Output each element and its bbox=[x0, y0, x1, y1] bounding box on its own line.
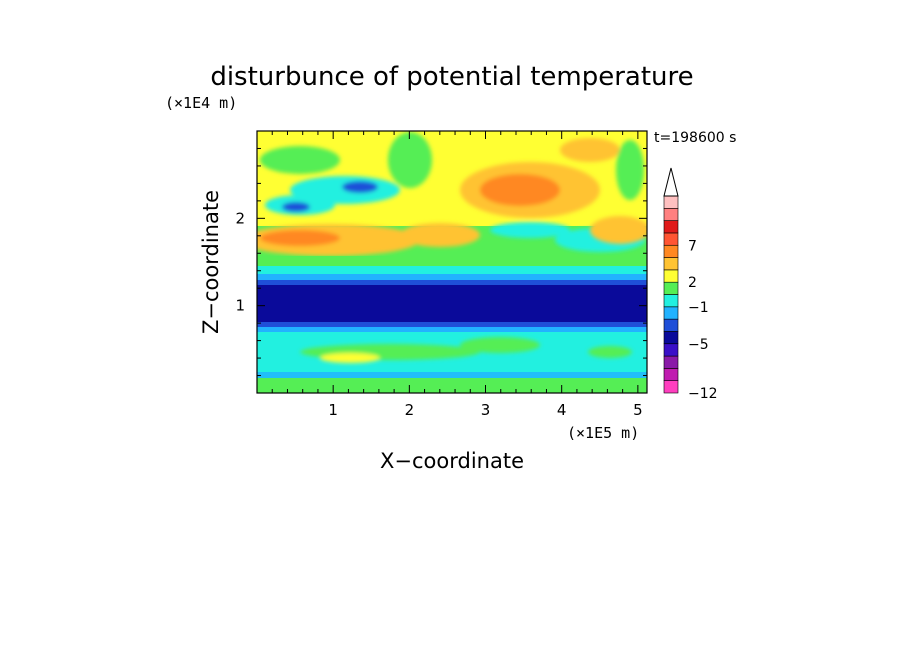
y-axis-label: Z−coordinate bbox=[199, 190, 223, 334]
upper-patch bbox=[388, 132, 432, 188]
colorbar-swatch bbox=[663, 355, 679, 369]
colorbar-swatch bbox=[663, 294, 679, 308]
y-ticks: 12 bbox=[235, 147, 647, 377]
lower-stripe bbox=[257, 372, 647, 378]
colorbar-swatch bbox=[663, 380, 679, 394]
upper-patch bbox=[282, 202, 310, 212]
warm-layer bbox=[400, 223, 480, 247]
lower-patch bbox=[320, 353, 380, 363]
bottom-band bbox=[257, 378, 647, 393]
colorbar-swatch bbox=[663, 220, 679, 234]
colorbar-swatch bbox=[663, 257, 679, 271]
upper-patch bbox=[480, 174, 560, 206]
colorbar-label: 2 bbox=[688, 275, 697, 291]
x-axis-label: X−coordinate bbox=[380, 449, 524, 473]
x-unit-label: (×1E5 m) bbox=[567, 424, 639, 442]
transition-band bbox=[257, 256, 647, 268]
upper-patch bbox=[616, 140, 644, 200]
x-ticks: 1 2 3 4 5 bbox=[271, 131, 643, 419]
warm-layer bbox=[590, 216, 647, 244]
y-tick-label: 1 bbox=[235, 297, 245, 315]
chart-title: disturbunce of potential temperature bbox=[210, 62, 693, 92]
colorbar-swatch bbox=[663, 306, 679, 320]
colorbar-label: −12 bbox=[688, 386, 718, 402]
cold-core-edge bbox=[257, 327, 647, 333]
cold-core-edge bbox=[257, 322, 647, 328]
colorbar-swatch bbox=[663, 244, 679, 258]
upper-patch bbox=[260, 146, 340, 174]
upper-patch bbox=[560, 138, 620, 162]
colorbar-swatch bbox=[663, 368, 679, 381]
upper-patch bbox=[342, 181, 378, 193]
contour-field bbox=[257, 131, 647, 393]
colorbar-swatch bbox=[663, 343, 679, 357]
x-tick-label: 2 bbox=[405, 401, 415, 419]
colorbar-swatch bbox=[663, 232, 679, 246]
lower-patch bbox=[588, 346, 632, 358]
x-tick-label: 1 bbox=[328, 401, 338, 419]
colorbar-label: −1 bbox=[688, 300, 709, 316]
colorbar-label: 7 bbox=[688, 238, 697, 254]
transition-band bbox=[257, 266, 647, 276]
x-tick-label: 4 bbox=[557, 401, 567, 419]
warm-layer bbox=[260, 230, 340, 246]
plot-frame bbox=[256, 130, 648, 394]
colorbar-label: −5 bbox=[688, 337, 709, 353]
transition-band bbox=[257, 274, 647, 282]
y-unit-label: (×1E4 m) bbox=[165, 94, 237, 112]
x-tick-label: 3 bbox=[481, 401, 491, 419]
colorbar-swatch bbox=[663, 281, 679, 295]
y-tick-label: 2 bbox=[235, 209, 245, 227]
colorbar-swatch bbox=[663, 331, 679, 345]
upper-patch bbox=[490, 222, 570, 238]
x-tick-label: 5 bbox=[633, 401, 643, 419]
transition-band bbox=[257, 280, 647, 286]
cold-core bbox=[257, 285, 647, 325]
colorbar-swatch bbox=[663, 318, 679, 332]
lower-patch bbox=[460, 337, 540, 353]
colorbar-extend-arrow bbox=[663, 167, 679, 197]
colorbar-swatch bbox=[663, 208, 679, 221]
colorbar: 7 2 −1 −5 −12 bbox=[663, 167, 718, 402]
colorbar-swatch bbox=[663, 269, 679, 283]
time-label: t=198600 s bbox=[654, 130, 736, 146]
colorbar-swatch bbox=[663, 195, 679, 209]
